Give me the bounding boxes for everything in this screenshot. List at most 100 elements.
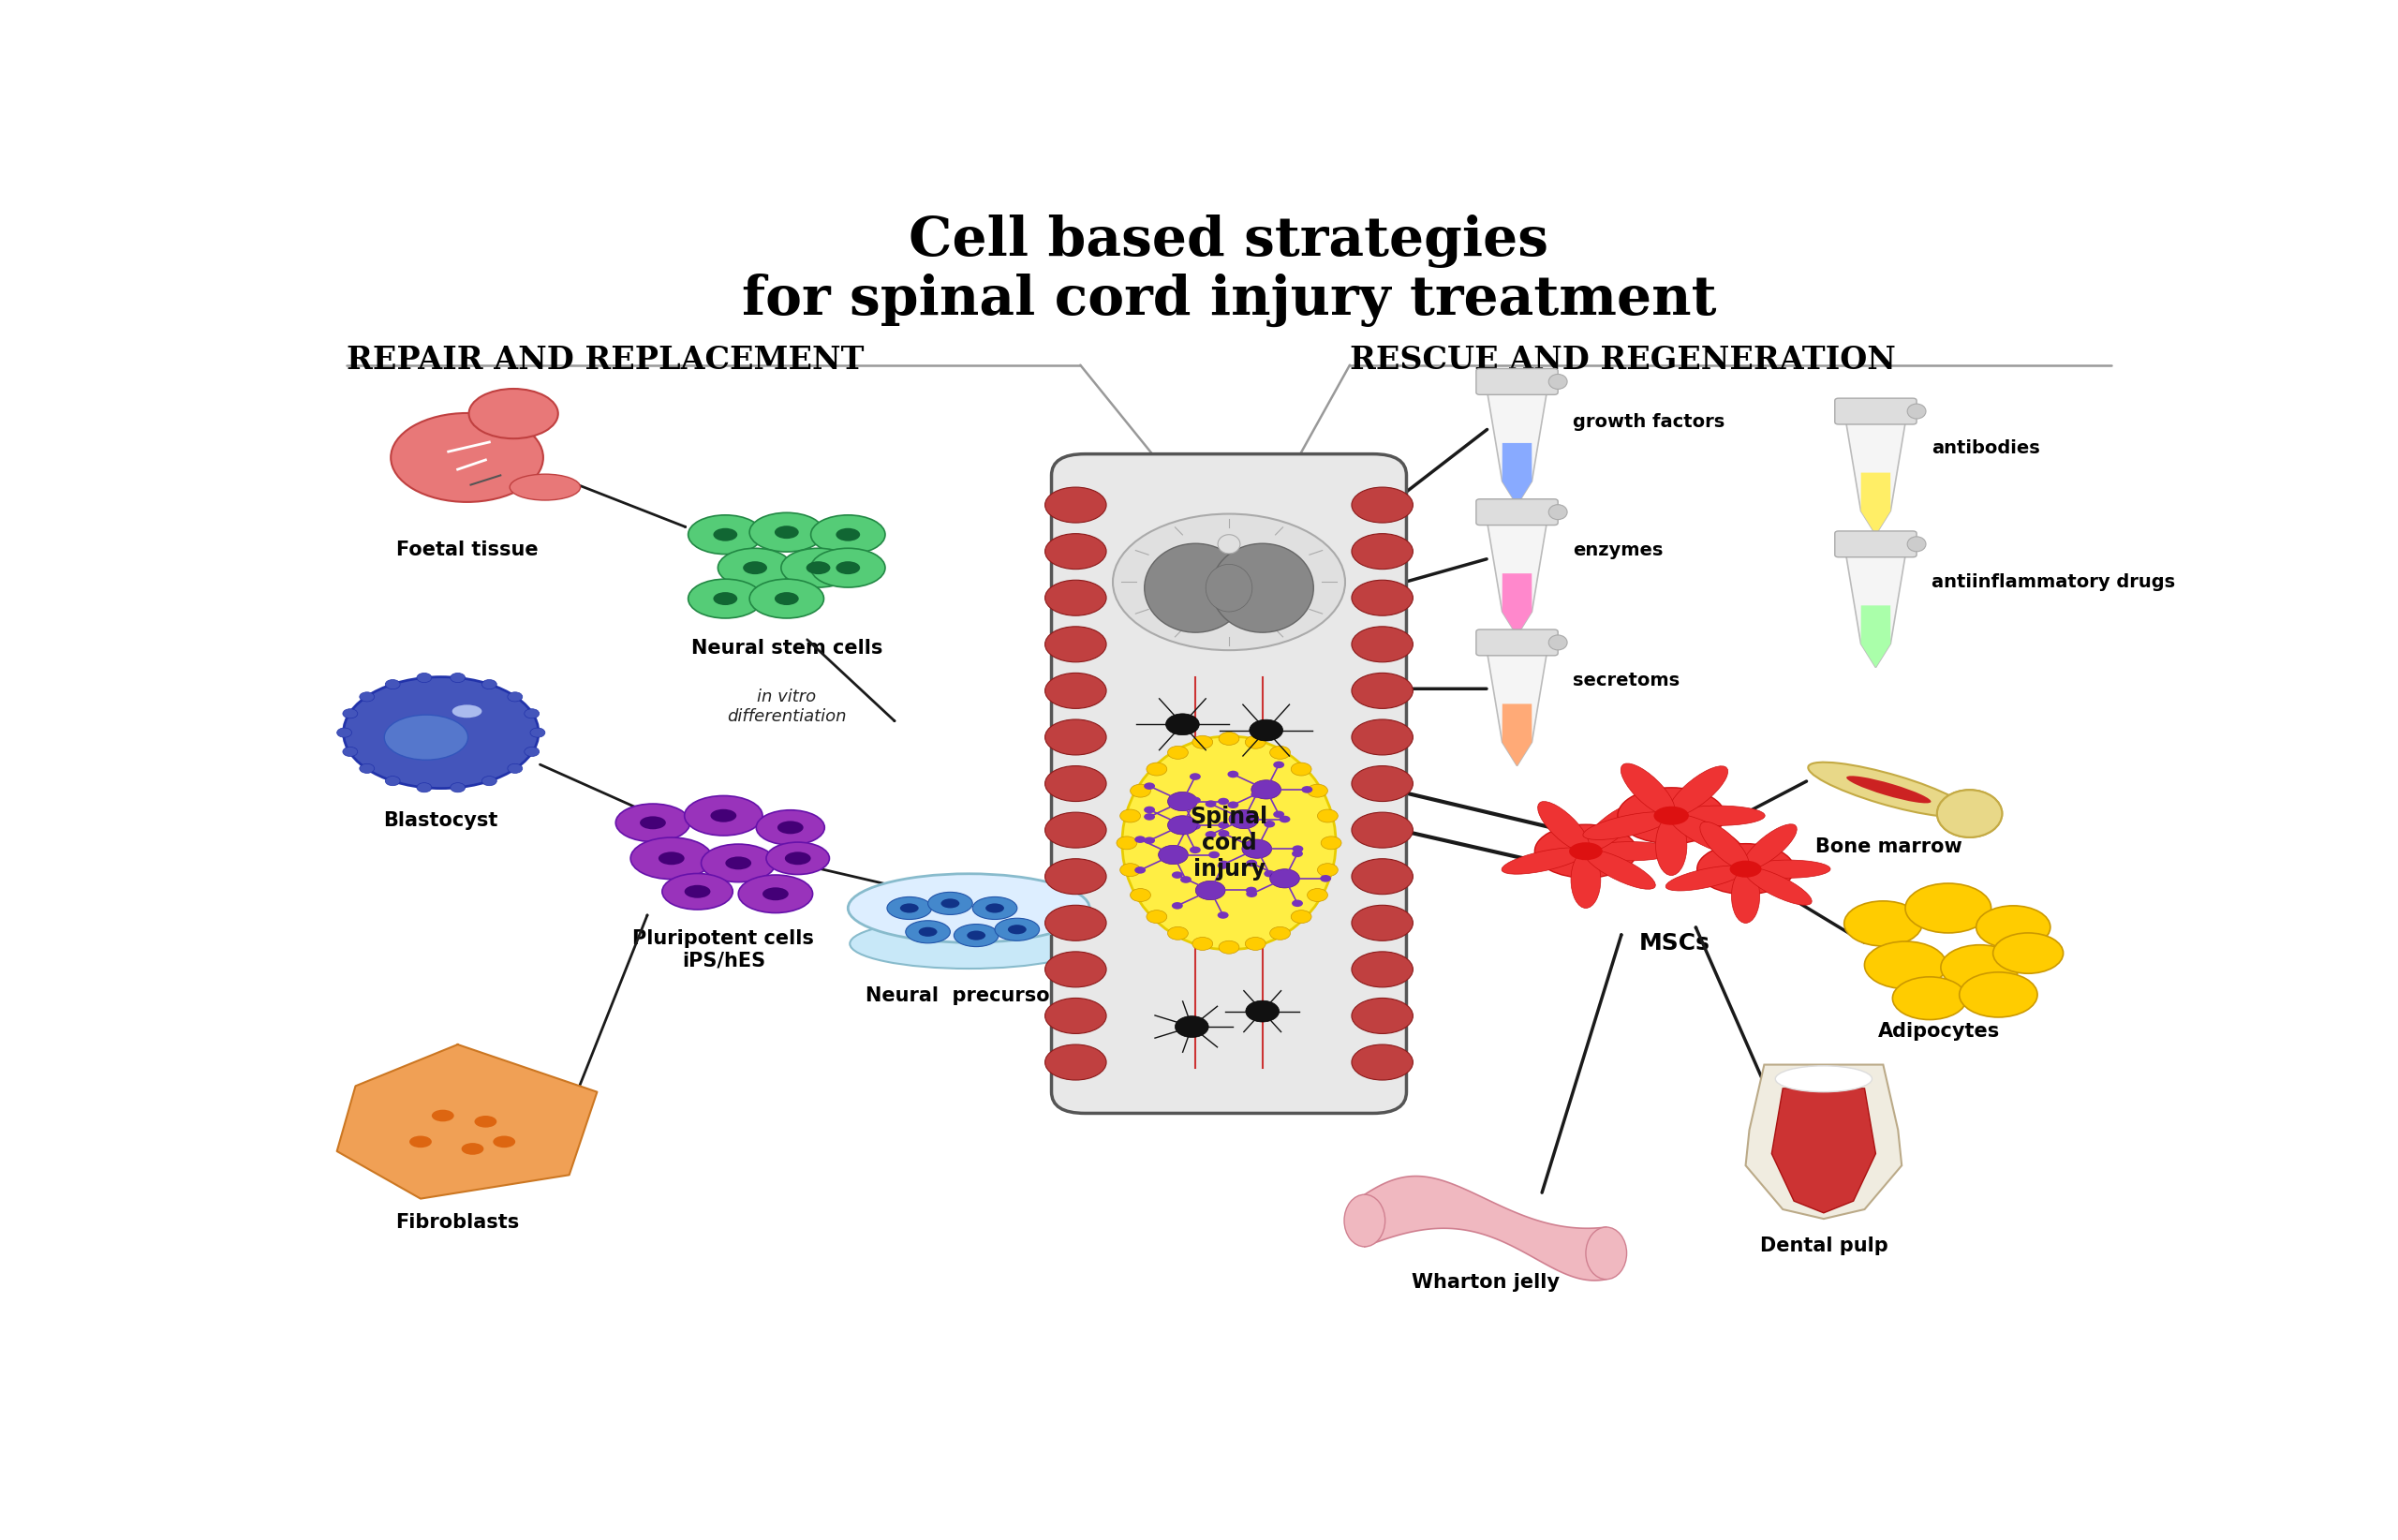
Ellipse shape xyxy=(1352,952,1412,987)
Ellipse shape xyxy=(1242,839,1271,858)
Ellipse shape xyxy=(1746,859,1830,878)
Ellipse shape xyxy=(1307,784,1328,798)
Ellipse shape xyxy=(782,548,856,587)
Text: Adipocytes: Adipocytes xyxy=(1878,1023,2000,1041)
Ellipse shape xyxy=(343,708,357,718)
Ellipse shape xyxy=(1271,745,1290,759)
Polygon shape xyxy=(1487,522,1547,636)
Ellipse shape xyxy=(1245,938,1266,950)
FancyBboxPatch shape xyxy=(1477,368,1559,394)
Ellipse shape xyxy=(784,852,811,865)
Ellipse shape xyxy=(1345,1195,1386,1247)
Ellipse shape xyxy=(1046,1044,1105,1080)
Text: secretoms: secretoms xyxy=(1573,671,1679,690)
Polygon shape xyxy=(1501,704,1532,765)
Ellipse shape xyxy=(1249,719,1283,741)
Ellipse shape xyxy=(1146,910,1168,922)
Ellipse shape xyxy=(849,919,1089,969)
Ellipse shape xyxy=(343,747,357,756)
Ellipse shape xyxy=(966,930,986,939)
Ellipse shape xyxy=(1743,824,1796,870)
Ellipse shape xyxy=(1206,832,1216,838)
Ellipse shape xyxy=(1192,938,1213,950)
Ellipse shape xyxy=(1218,798,1230,805)
Ellipse shape xyxy=(811,548,885,587)
Ellipse shape xyxy=(1007,924,1026,935)
Ellipse shape xyxy=(1535,824,1638,878)
Ellipse shape xyxy=(511,474,580,500)
Polygon shape xyxy=(1746,1064,1902,1218)
Ellipse shape xyxy=(1046,998,1105,1033)
Polygon shape xyxy=(1772,1089,1875,1214)
Ellipse shape xyxy=(1129,889,1151,901)
Ellipse shape xyxy=(1144,813,1156,821)
Ellipse shape xyxy=(1583,804,1640,852)
Ellipse shape xyxy=(1180,827,1192,833)
Ellipse shape xyxy=(453,705,482,718)
FancyBboxPatch shape xyxy=(1477,630,1559,656)
Ellipse shape xyxy=(1129,784,1151,798)
Text: Wharton jelly: Wharton jelly xyxy=(1412,1274,1559,1292)
Ellipse shape xyxy=(1568,842,1602,861)
Ellipse shape xyxy=(1122,736,1336,950)
Ellipse shape xyxy=(1046,673,1105,708)
Ellipse shape xyxy=(662,873,734,910)
Ellipse shape xyxy=(1144,544,1247,633)
Ellipse shape xyxy=(1211,544,1314,633)
Ellipse shape xyxy=(683,885,710,898)
Ellipse shape xyxy=(1537,801,1590,852)
Ellipse shape xyxy=(1866,941,1947,989)
Ellipse shape xyxy=(837,528,861,541)
Ellipse shape xyxy=(494,1137,516,1147)
Ellipse shape xyxy=(739,875,813,913)
Text: REPAIR AND REPLACEMENT: REPAIR AND REPLACEMENT xyxy=(345,345,863,376)
Polygon shape xyxy=(1487,393,1547,505)
Ellipse shape xyxy=(1700,822,1748,870)
Ellipse shape xyxy=(1352,487,1412,522)
Ellipse shape xyxy=(1352,627,1412,662)
Ellipse shape xyxy=(1667,865,1746,890)
Ellipse shape xyxy=(475,1115,496,1127)
Ellipse shape xyxy=(1549,505,1568,519)
Ellipse shape xyxy=(1938,790,2002,838)
Ellipse shape xyxy=(482,776,496,785)
Ellipse shape xyxy=(525,747,540,756)
Ellipse shape xyxy=(811,514,885,554)
Ellipse shape xyxy=(1273,761,1285,768)
Ellipse shape xyxy=(336,728,353,738)
Text: Pluripotent cells
iPS/hES: Pluripotent cells iPS/hES xyxy=(633,930,815,970)
Ellipse shape xyxy=(1120,810,1141,822)
Ellipse shape xyxy=(1189,796,1201,804)
Ellipse shape xyxy=(1189,773,1201,781)
Ellipse shape xyxy=(417,782,432,792)
Ellipse shape xyxy=(1571,852,1602,909)
Ellipse shape xyxy=(1775,1066,1873,1092)
Ellipse shape xyxy=(1206,564,1252,611)
Ellipse shape xyxy=(1158,845,1187,864)
Ellipse shape xyxy=(1218,830,1230,838)
Ellipse shape xyxy=(1245,887,1257,893)
Ellipse shape xyxy=(887,896,930,919)
Ellipse shape xyxy=(1165,713,1199,735)
Ellipse shape xyxy=(530,728,544,738)
Ellipse shape xyxy=(1669,765,1729,816)
Ellipse shape xyxy=(1271,927,1290,939)
Ellipse shape xyxy=(1743,867,1813,906)
Ellipse shape xyxy=(1144,836,1156,844)
Ellipse shape xyxy=(1218,534,1240,553)
Ellipse shape xyxy=(1168,816,1197,835)
Ellipse shape xyxy=(928,892,974,915)
Ellipse shape xyxy=(1046,627,1105,662)
Ellipse shape xyxy=(1698,844,1794,895)
Ellipse shape xyxy=(995,918,1038,941)
Ellipse shape xyxy=(410,1137,432,1147)
Text: Cell based strategies: Cell based strategies xyxy=(909,214,1549,268)
Ellipse shape xyxy=(1046,812,1105,849)
Ellipse shape xyxy=(1189,847,1201,853)
Polygon shape xyxy=(1364,1177,1607,1280)
Ellipse shape xyxy=(451,673,465,682)
Ellipse shape xyxy=(1808,762,1969,816)
Ellipse shape xyxy=(1278,816,1290,822)
Ellipse shape xyxy=(1352,765,1412,801)
Text: Fibroblasts: Fibroblasts xyxy=(396,1214,520,1232)
